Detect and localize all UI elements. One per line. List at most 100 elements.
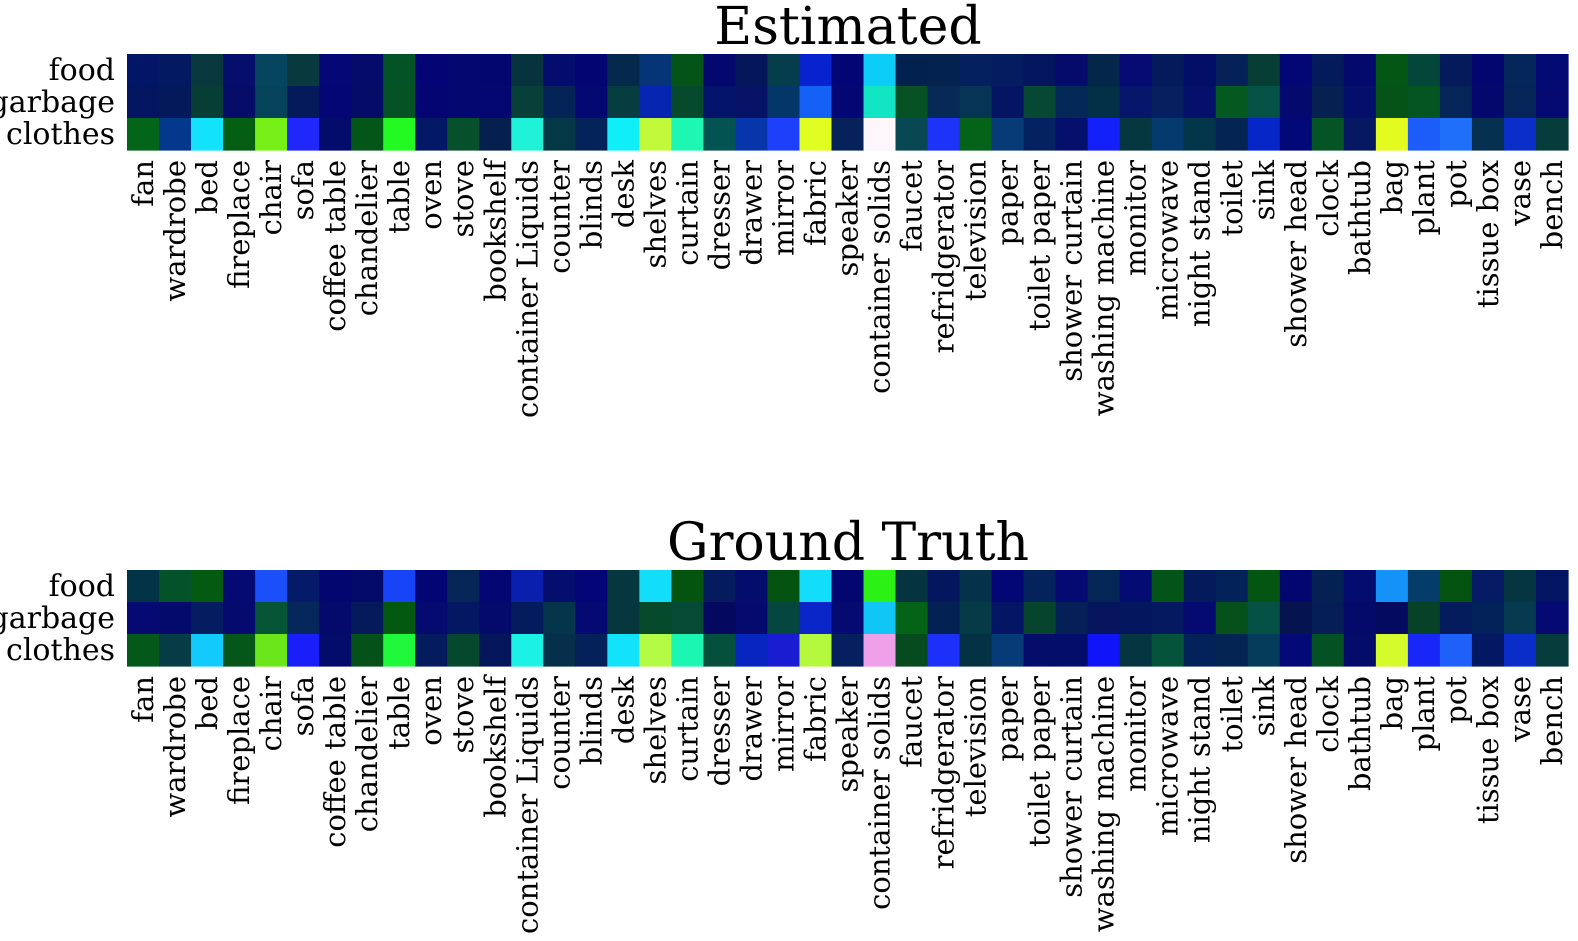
column-label-night-stand: night stand xyxy=(1183,676,1217,843)
cell-garbage-speaker xyxy=(831,86,865,119)
cell-clothes-bookshelf xyxy=(479,634,512,667)
cell-clothes-sink xyxy=(1247,118,1281,151)
cell-clothes-television xyxy=(959,634,993,667)
cell-clothes-bed xyxy=(191,118,224,151)
column-label-faucet: faucet xyxy=(895,160,929,252)
column-label-desk: desk xyxy=(606,676,640,745)
cell-clothes-bench xyxy=(1535,634,1569,667)
cell-garbage-coffee-table xyxy=(319,86,352,119)
cell-garbage-sofa xyxy=(287,86,320,119)
column-label-counter: counter xyxy=(542,676,576,790)
cell-clothes-mirror xyxy=(767,634,801,667)
column-label-sink: sink xyxy=(1247,676,1281,737)
cell-food-fabric xyxy=(799,54,833,87)
cell-garbage-faucet xyxy=(895,86,929,119)
column-label-wardrobe: wardrobe xyxy=(158,676,192,818)
cell-food-faucet xyxy=(895,570,929,603)
column-label-container-solids: container solids xyxy=(863,676,897,910)
cell-food-counter xyxy=(543,570,576,603)
column-label-bag: bag xyxy=(1375,160,1409,214)
cell-clothes-vase xyxy=(1503,634,1537,667)
column-label-clock: clock xyxy=(1311,676,1345,753)
cell-garbage-washing-machine xyxy=(1087,602,1121,635)
cell-food-tissue-box xyxy=(1471,570,1505,603)
cell-clothes-counter xyxy=(543,634,576,667)
cell-food-bookshelf xyxy=(479,54,512,87)
cell-clothes-container-solids xyxy=(863,634,897,667)
cell-garbage-stove xyxy=(447,86,480,119)
cell-clothes-oven xyxy=(415,118,448,151)
cell-clothes-sofa xyxy=(287,118,320,151)
cell-clothes-vase xyxy=(1503,118,1537,151)
cell-food-fan xyxy=(127,54,160,87)
cell-garbage-curtain xyxy=(671,602,704,635)
cell-food-bookshelf xyxy=(479,570,512,603)
cell-clothes-fan xyxy=(127,634,160,667)
row-label-food: food xyxy=(49,53,115,88)
cell-garbage-container-liquids xyxy=(511,86,544,119)
column-label-sofa: sofa xyxy=(286,160,320,220)
cell-clothes-chair xyxy=(255,118,288,151)
cell-garbage-tissue-box xyxy=(1471,86,1505,119)
column-label-chair: chair xyxy=(254,160,288,235)
cell-clothes-mirror xyxy=(767,118,801,151)
cell-food-coffee-table xyxy=(319,54,352,87)
cell-clothes-bed xyxy=(191,634,224,667)
cell-clothes-toilet xyxy=(1215,118,1249,151)
column-label-blinds: blinds xyxy=(574,676,608,765)
cell-clothes-shelves xyxy=(639,634,672,667)
column-label-shower-curtain: shower curtain xyxy=(1055,676,1089,898)
cell-garbage-chair xyxy=(255,602,288,635)
cell-garbage-counter xyxy=(543,602,576,635)
cell-clothes-speaker xyxy=(831,634,865,667)
cell-clothes-speaker xyxy=(831,118,865,151)
column-label-stove: stove xyxy=(446,160,480,238)
column-label-drawer: drawer xyxy=(734,160,768,266)
cell-food-mirror xyxy=(767,54,801,87)
column-label-bench: bench xyxy=(1535,676,1569,765)
cell-food-night-stand xyxy=(1183,54,1217,87)
cell-garbage-clock xyxy=(1311,86,1345,119)
cell-food-dresser xyxy=(703,54,737,87)
cell-garbage-drawer xyxy=(735,602,769,635)
cell-clothes-bathtub xyxy=(1343,118,1377,151)
cell-food-curtain xyxy=(671,54,704,87)
chart-title-estimated: Estimated xyxy=(714,0,981,57)
column-label-clock: clock xyxy=(1311,160,1345,237)
column-label-counter: counter xyxy=(542,160,576,274)
column-label-dresser: dresser xyxy=(702,160,736,271)
cell-food-table xyxy=(383,54,416,87)
cell-garbage-toilet xyxy=(1215,602,1249,635)
cell-garbage-pot xyxy=(1439,86,1473,119)
cell-garbage-blinds xyxy=(575,86,608,119)
column-label-fabric: fabric xyxy=(798,676,832,762)
cell-clothes-faucet xyxy=(895,634,929,667)
column-label-television: television xyxy=(959,676,993,817)
cell-garbage-stove xyxy=(447,602,480,635)
cell-food-pot xyxy=(1439,570,1473,603)
cell-garbage-fan xyxy=(127,86,160,119)
column-label-coffee-table: coffee table xyxy=(318,160,352,332)
cell-food-chair xyxy=(255,570,288,603)
column-label-desk: desk xyxy=(606,160,640,229)
heatmap-grid-estimated xyxy=(127,54,1569,151)
cell-garbage-table xyxy=(383,602,416,635)
cell-clothes-fabric xyxy=(799,118,833,151)
cell-clothes-sofa xyxy=(287,634,320,667)
column-label-shower-curtain: shower curtain xyxy=(1055,160,1089,382)
cell-food-fireplace xyxy=(223,570,256,603)
cell-garbage-container-liquids xyxy=(511,602,544,635)
column-label-plant: plant xyxy=(1407,676,1441,752)
cell-food-toilet-paper xyxy=(1023,570,1057,603)
column-label-washing-machine: washing machine xyxy=(1087,160,1121,416)
column-label-paper: paper xyxy=(991,160,1025,246)
cell-garbage-coffee-table xyxy=(319,602,352,635)
cell-clothes-toilet xyxy=(1215,634,1249,667)
cell-garbage-bookshelf xyxy=(479,602,512,635)
cell-clothes-stove xyxy=(447,634,480,667)
cell-garbage-vase xyxy=(1503,602,1537,635)
column-label-refridgerator: refridgerator xyxy=(927,160,961,353)
cell-garbage-night-stand xyxy=(1183,86,1217,119)
column-label-vase: vase xyxy=(1503,160,1537,227)
